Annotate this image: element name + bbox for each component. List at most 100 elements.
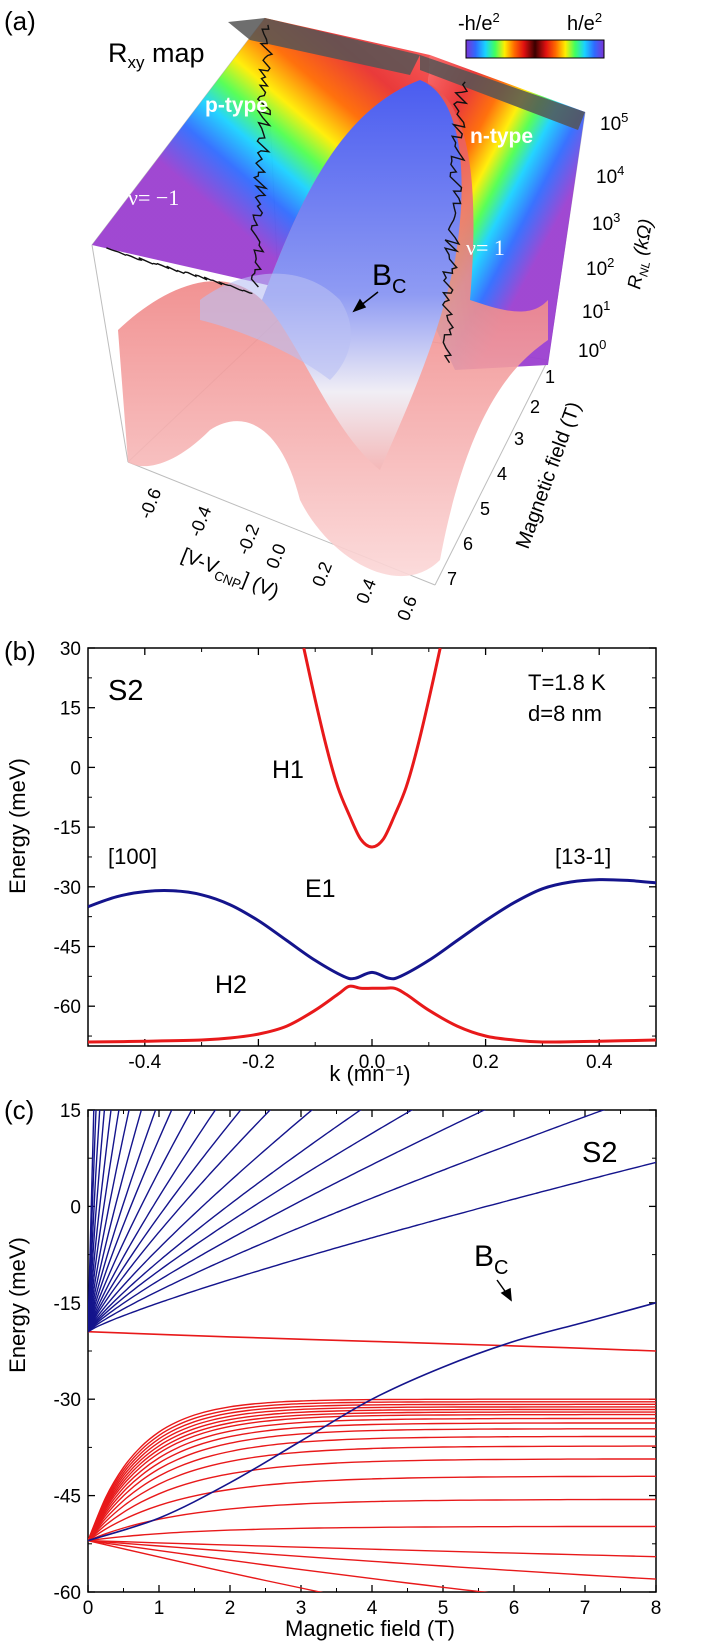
x-tick-label: 0.2 <box>472 1052 498 1073</box>
field-tick: 1 <box>545 367 555 387</box>
landau-level-h1-zero <box>88 1330 656 1352</box>
dir-right-label: [13-1] <box>555 844 611 869</box>
rnl-surface <box>118 80 548 577</box>
landau-level-blue-fan <box>88 1110 97 1332</box>
x-tick-label: 2 <box>225 1598 236 1619</box>
landau-level-red-up <box>88 1417 656 1541</box>
voltage-tick: 0.4 <box>352 576 380 607</box>
voltage-tick: 0.6 <box>393 593 421 624</box>
landau-level-blue-fan <box>88 1110 112 1332</box>
panel-b-thickness: d=8 nm <box>528 701 602 726</box>
landau-level-red-down <box>88 1539 656 1580</box>
y-tick-label: -60 <box>54 997 81 1018</box>
x-tick-label: -0.2 <box>242 1052 275 1073</box>
field-tick: 3 <box>514 429 524 449</box>
n-type-label: n-type <box>470 125 533 148</box>
landau-level-blue-fan <box>88 1110 362 1333</box>
rnl-tick: 105 <box>600 110 628 135</box>
x-tick-label: 5 <box>438 1598 449 1619</box>
bc-arrow-a <box>352 291 379 313</box>
landau-level-blue-fan <box>88 1110 143 1332</box>
panel-c-sample: S2 <box>582 1137 617 1169</box>
band-e1-line <box>88 878 656 981</box>
voltage-tick: 0.2 <box>308 559 336 590</box>
panel-b-sample: S2 <box>108 675 143 707</box>
field-tick: 6 <box>463 534 473 554</box>
svg-text:105: 105 <box>600 110 628 135</box>
y-tick-label: 15 <box>60 699 81 720</box>
y-tick-label: 0 <box>70 1197 81 1218</box>
voltage-tick: -0.4 <box>185 503 215 539</box>
y-tick-label: -30 <box>54 1390 81 1411</box>
x-tick-label: 0.4 <box>586 1052 613 1073</box>
landau-level-red-up <box>88 1475 656 1542</box>
y-tick-label: 15 <box>60 1101 81 1122</box>
panel-b-xlabel: k (mn⁻¹) <box>329 1061 410 1086</box>
field-tick: 5 <box>480 499 490 519</box>
svg-text:100: 100 <box>578 337 606 362</box>
landau-level-blue-fan <box>88 1110 486 1333</box>
y-tick-label: -60 <box>54 1583 81 1604</box>
rnl-tick: 102 <box>586 255 614 280</box>
landau-level-blue-fan <box>88 1110 173 1332</box>
landau-level-blue-fan <box>88 1110 193 1332</box>
nu-plus-label: ν= 1 <box>466 235 505 260</box>
field-tick: 7 <box>447 569 457 589</box>
panel-c-xlabel: Magnetic field (T) <box>285 1616 455 1641</box>
y-tick-label: -30 <box>54 878 81 899</box>
landau-level-red-up <box>88 1413 656 1541</box>
landau-level-blue-fan <box>88 1110 606 1333</box>
landau-level-red-up <box>88 1403 656 1541</box>
landau-level-blue-fan <box>88 1110 242 1332</box>
svg-text:104: 104 <box>596 163 624 188</box>
band-h2-line <box>88 984 656 1044</box>
field-tick: 2 <box>530 397 540 417</box>
x-tick-label: 0 <box>83 1598 94 1619</box>
panel-b-label: (b) <box>4 636 36 666</box>
colorbar-right-label: h/e2 <box>567 10 602 35</box>
y-tick-label: -15 <box>54 1294 81 1315</box>
rnl-axis: 105 104 103 102 101 100 RNL (kΩ) <box>578 110 660 362</box>
landau-level-blue-fan <box>88 1110 271 1333</box>
panel-b-temperature: T=1.8 K <box>528 670 606 695</box>
x-tick-label: 1 <box>154 1598 165 1619</box>
rnl-axis-label: RNL (kΩ) <box>624 217 660 291</box>
landau-level-red-up <box>88 1401 656 1541</box>
landau-level-red-down <box>88 1539 489 1592</box>
field-tick: 4 <box>497 464 507 484</box>
band-label-h2: H2 <box>215 971 247 999</box>
landau-level-red-up <box>88 1458 656 1542</box>
landau-level-red-up <box>88 1408 656 1541</box>
x-tick-label: 8 <box>651 1598 662 1619</box>
landau-level-red-up <box>88 1428 656 1542</box>
p-type-label: p-type <box>205 94 268 117</box>
nu-minus-label: ν= −1 <box>128 185 179 210</box>
y-tick-label: -45 <box>54 938 81 959</box>
rnl-tick: 104 <box>596 163 624 188</box>
voltage-tick: -0.2 <box>233 521 263 557</box>
x-tick-label: 7 <box>580 1598 591 1619</box>
bc-arrow-c <box>496 1279 512 1302</box>
dir-left-label: [100] <box>108 844 157 869</box>
landau-level-red-down <box>88 1539 324 1592</box>
panel-c-label: (c) <box>4 1095 34 1125</box>
landau-level-blue-fan <box>88 1110 313 1333</box>
bc-label-c: BC <box>474 1240 508 1279</box>
band-label-h1: H1 <box>272 756 304 784</box>
bc-label-a: BC <box>372 259 406 298</box>
landau-level-red-up <box>88 1498 656 1542</box>
panel-c-ylabel: Energy (meV) <box>5 1237 30 1373</box>
panel-a-3d-plot: Rxy map p-type n-type ν= −1 ν= 1 BC -h/e… <box>4 6 660 624</box>
landau-level-red-up <box>88 1411 656 1541</box>
landau-level-blue-fan <box>88 1110 101 1332</box>
landau-level-red-up <box>88 1422 656 1541</box>
y-tick-label: -15 <box>54 818 81 839</box>
band-label-e1: E1 <box>305 875 336 903</box>
rnl-tick: 100 <box>578 337 606 362</box>
plot-frame <box>87 1109 657 1593</box>
landau-level-blue-fan <box>88 1161 656 1333</box>
voltage-tick: -0.6 <box>135 485 165 521</box>
y-tick-label: -45 <box>54 1487 81 1508</box>
x-tick-label: 4 <box>367 1598 378 1619</box>
landau-level-blue-fan <box>88 1110 106 1332</box>
